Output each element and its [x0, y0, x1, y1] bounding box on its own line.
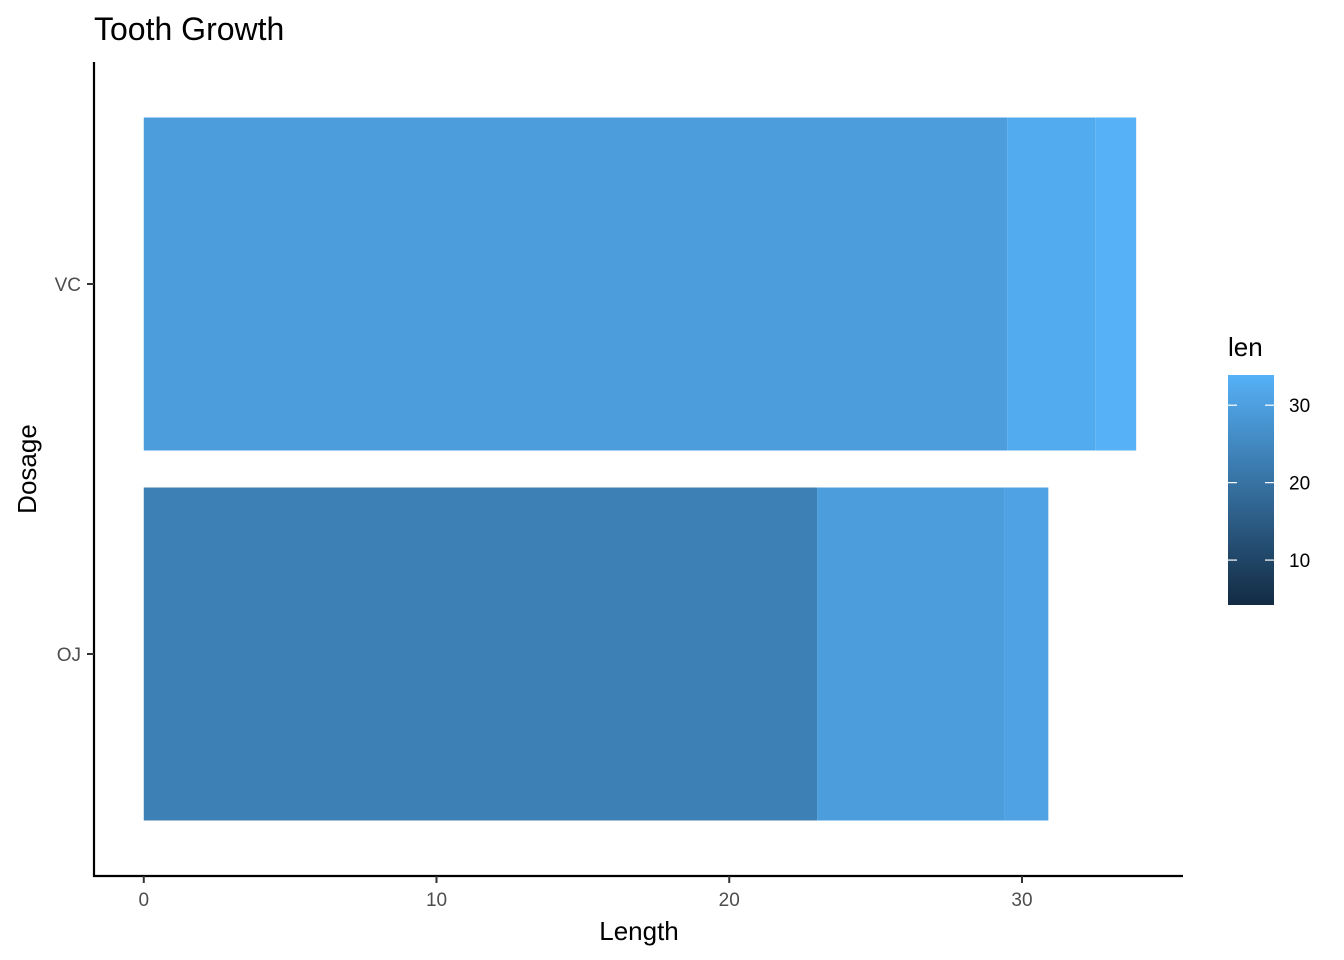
legend-tick-label: 10	[1289, 551, 1310, 572]
x-axis-ticks: 0 10 20 30	[138, 876, 1033, 911]
bar-vc-4	[143, 117, 1008, 451]
bar-oj-2	[817, 487, 1005, 821]
bars-layer	[143, 117, 1137, 821]
x-tick-label: 30	[1011, 890, 1032, 911]
legend-ticks: 10 20 30	[1228, 396, 1310, 572]
y-axis-ticks: OJ VC	[55, 275, 94, 666]
bar-oj-3	[1004, 487, 1049, 821]
legend-tick-label: 20	[1289, 474, 1310, 495]
bar-vc-5	[1007, 117, 1096, 451]
legend: len 10 20 30	[1228, 332, 1310, 605]
chart-title: Tooth Growth	[94, 11, 284, 47]
x-tick-label: 10	[426, 890, 447, 911]
bar-oj-1	[143, 487, 818, 821]
legend-tick-label: 30	[1289, 396, 1310, 417]
y-axis-title: Dosage	[12, 424, 42, 514]
legend-colorbar	[1228, 375, 1274, 605]
bar-vc-6	[1095, 117, 1137, 451]
y-tick-label-vc: VC	[55, 275, 81, 296]
x-axis-title: Length	[599, 916, 679, 946]
x-tick-label: 0	[138, 890, 149, 911]
x-tick-label: 20	[719, 890, 740, 911]
legend-title: len	[1228, 332, 1263, 362]
y-tick-label-oj: OJ	[57, 645, 81, 666]
